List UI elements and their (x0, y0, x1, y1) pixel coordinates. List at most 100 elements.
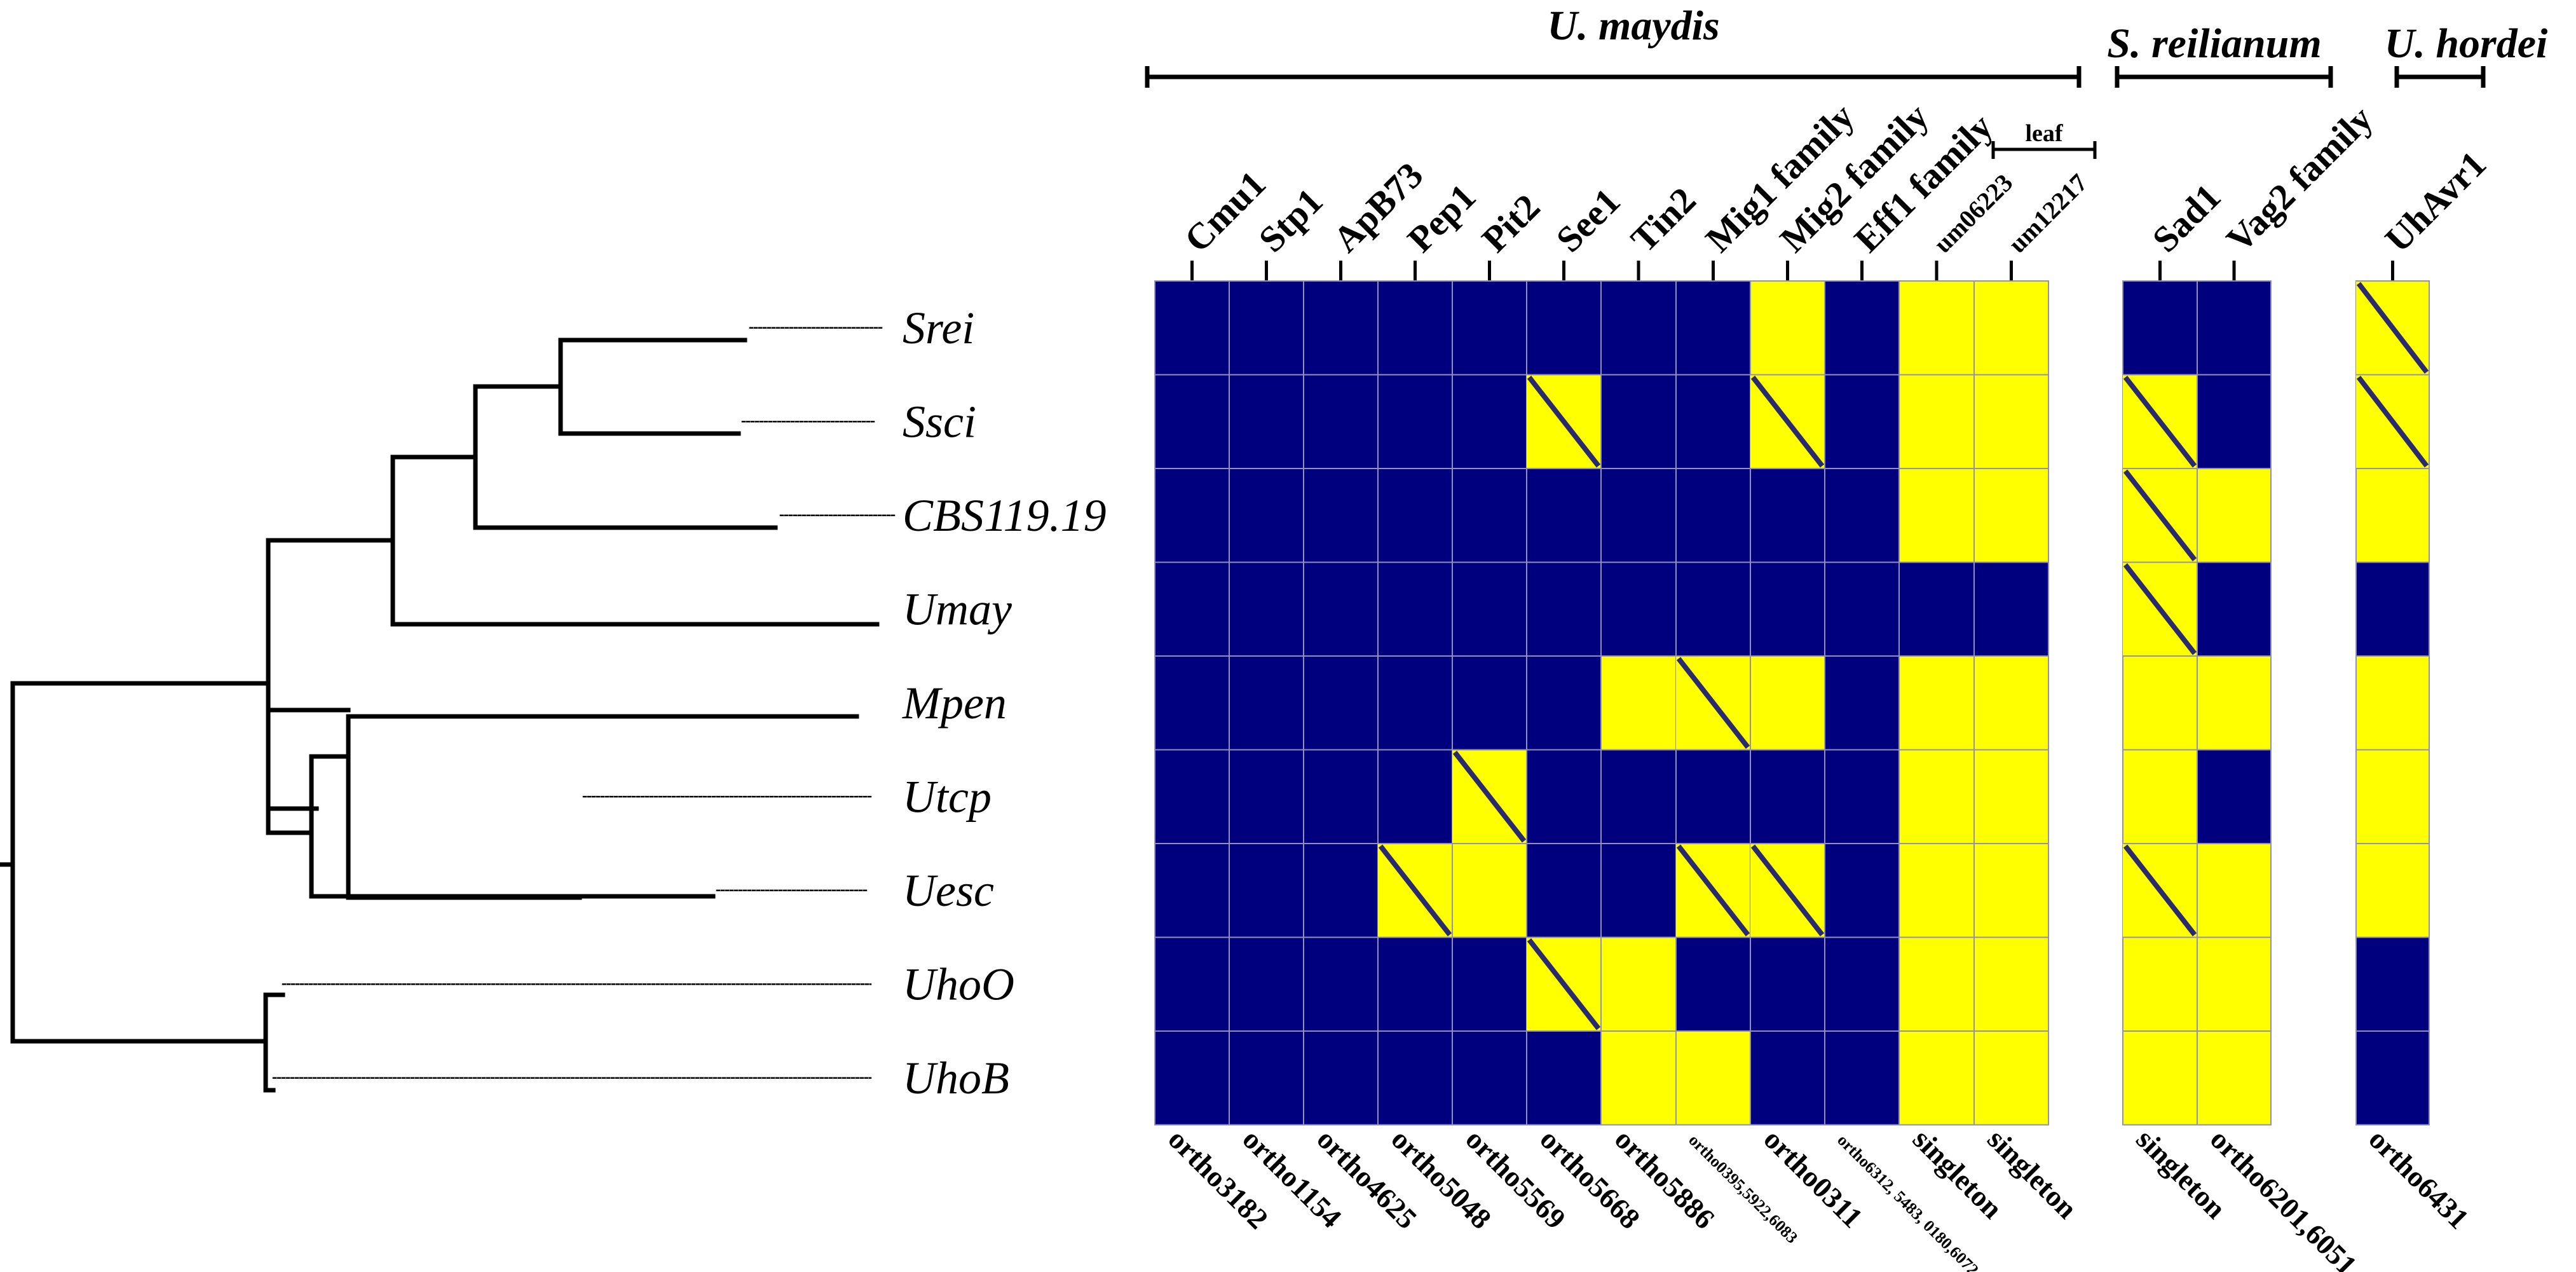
matrix-cell (1377, 749, 1453, 844)
matrix-cell (1824, 468, 1900, 563)
taxon-label: Utcp (903, 771, 992, 822)
matrix-cell (1154, 749, 1230, 844)
matrix-cell (1303, 280, 1379, 376)
matrix-cell (1377, 655, 1453, 751)
matrix-cell (1154, 1030, 1230, 1126)
matrix-cell (1229, 280, 1304, 376)
presence-absence-matrix (1154, 280, 2430, 1126)
phylogenetic-tree (0, 327, 897, 1093)
matrix-cell (1229, 374, 1304, 469)
matrix-cell-diagonal (1676, 844, 1750, 936)
matrix-cell (1675, 749, 1751, 844)
matrix-cell (1898, 374, 1975, 469)
matrix-cell (1973, 280, 2049, 376)
gene-label: Sad1 (2144, 176, 2229, 261)
matrix-cell (1675, 280, 1751, 376)
matrix-cell (1526, 561, 1602, 657)
matrix-cell (2122, 936, 2198, 1032)
matrix-cell (1526, 1030, 1602, 1126)
matrix-cell (1898, 1030, 1975, 1126)
matrix-cell (1973, 374, 2049, 469)
matrix-cell (1824, 843, 1900, 938)
matrix-cell (1600, 468, 1677, 563)
taxon-label: UhoO (903, 959, 1014, 1009)
matrix-cell (1600, 936, 1677, 1032)
matrix-cell-diagonal (2123, 563, 2197, 655)
matrix-cell (2355, 749, 2430, 844)
matrix-cell (1526, 655, 1602, 751)
matrix-cell (1452, 1030, 1527, 1126)
group-label-s-reilianum: S. reilianum (2107, 20, 2321, 67)
matrix-cell (1452, 843, 1527, 938)
matrix-cell (1229, 749, 1304, 844)
matrix-cell (2355, 655, 2430, 751)
matrix-cell (1229, 1030, 1304, 1126)
matrix-cell (1229, 561, 1304, 657)
matrix-cell (2197, 1030, 2272, 1126)
matrix-cell (1303, 561, 1379, 657)
matrix-cell (1154, 280, 1230, 376)
matrix-cell (1303, 655, 1379, 751)
matrix-cell (1973, 1030, 2049, 1126)
matrix-cell (1452, 374, 1527, 469)
group-brackets (1145, 66, 2486, 88)
matrix-cell (1750, 655, 1825, 751)
matrix-cell (1377, 936, 1453, 1032)
matrix-cell-diagonal (1750, 844, 1825, 936)
matrix-cell (2122, 1030, 2198, 1126)
matrix-cell (1452, 468, 1527, 563)
matrix-cell (1377, 280, 1453, 376)
gene-label: Tin2 (1623, 179, 1703, 260)
matrix-cell-diagonal (2123, 469, 2197, 561)
matrix-cell (1824, 749, 1900, 844)
matrix-cell (1526, 280, 1602, 376)
matrix-cell-diagonal (1676, 657, 1750, 749)
matrix-cell (2197, 468, 2272, 563)
matrix-cell (1303, 468, 1379, 563)
matrix-cell (1303, 843, 1379, 938)
matrix-cell (1452, 936, 1527, 1032)
matrix-cell (1452, 280, 1527, 376)
matrix-cell (1750, 1030, 1825, 1126)
matrix-cell (1229, 936, 1304, 1032)
ortholog-labels: ortho3182ortho1154ortho4625ortho5048orth… (1162, 1123, 2475, 1272)
matrix-cell (1154, 374, 1230, 469)
matrix-cell (1750, 936, 1825, 1032)
matrix-cell (1898, 468, 1975, 563)
matrix-cell (1154, 843, 1230, 938)
matrix-cell (1898, 280, 1975, 376)
gene-label: Cmu1 (1176, 163, 1274, 260)
matrix-cell (1303, 374, 1379, 469)
taxon-label: Srei (903, 303, 974, 353)
group-headers: U. maydis S. reilianum U. hordei leaf (1145, 3, 2548, 159)
leaf-label: leaf (2025, 120, 2063, 147)
matrix-cell (1973, 561, 2049, 657)
matrix-cell (1452, 561, 1527, 657)
matrix-cell (1898, 561, 1975, 657)
matrix-cell (2197, 655, 2272, 751)
taxon-labels: Srei Ssci CBS119.19 Umay Mpen Utcp Uesc UhoO Uho… (902, 303, 1107, 1104)
gene-label: See1 (1548, 181, 1628, 261)
gene-label: UhAvr1 (2377, 143, 2494, 260)
taxon-label: Umay (903, 584, 1012, 634)
matrix-cell (1600, 843, 1677, 938)
matrix-cell (1675, 468, 1751, 563)
matrix-cell (1824, 561, 1900, 657)
matrix-cell (2122, 655, 2198, 751)
taxon-label: Uesc (903, 865, 994, 916)
matrix-cell (1600, 561, 1677, 657)
taxon-label: Ssci (903, 396, 976, 447)
matrix-cell (1303, 936, 1379, 1032)
matrix-cell (2355, 936, 2430, 1032)
matrix-cell-diagonal (1750, 376, 1825, 468)
matrix-cell (2197, 749, 2272, 844)
matrix-cell (1229, 468, 1304, 563)
matrix-cell (1824, 280, 1900, 376)
matrix-cell (2355, 843, 2430, 938)
matrix-cell-diagonal (2123, 844, 2197, 936)
leaf-bracket (1991, 141, 2097, 159)
matrix-cell (1526, 843, 1602, 938)
matrix-cell (1154, 561, 1230, 657)
matrix-cell (2355, 468, 2430, 563)
